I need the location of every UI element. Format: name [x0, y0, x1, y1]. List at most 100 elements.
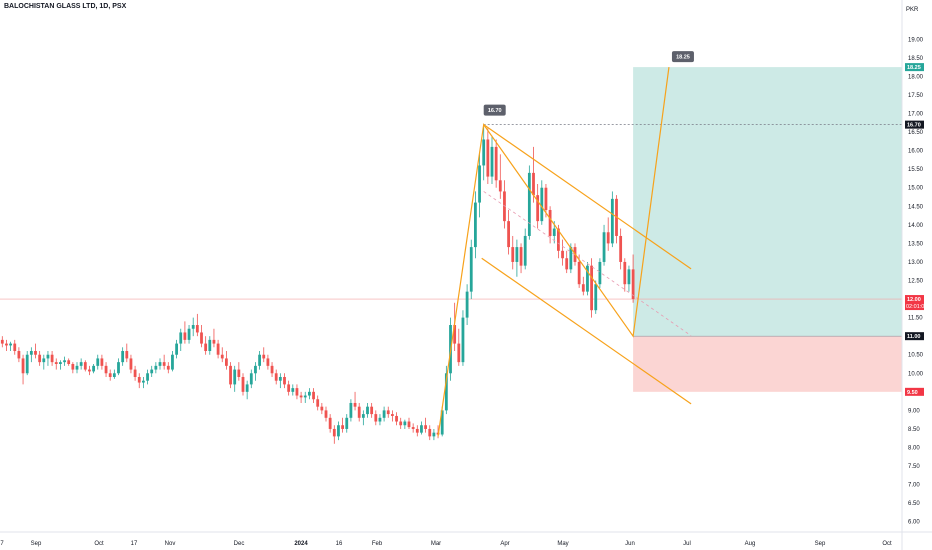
candle-body: [432, 432, 436, 437]
candle-body: [291, 388, 295, 392]
candle-body: [457, 343, 461, 363]
candle-body: [249, 373, 253, 385]
candle-body: [50, 354, 54, 363]
channel-lower-line[interactable]: [481, 257, 692, 405]
channel-upper-line[interactable]: [483, 124, 692, 270]
candle-body: [212, 339, 216, 344]
price-label-stop-text: 9.50: [907, 390, 918, 396]
candle-body: [561, 250, 564, 259]
candle-body: [67, 360, 71, 364]
x-tick-label: 16: [336, 541, 343, 547]
y-tick-label: 18.50: [908, 56, 924, 62]
y-tick-label: 16.50: [908, 130, 924, 136]
candle-body: [125, 351, 129, 359]
candle-body: [590, 265, 593, 311]
candle-body: [133, 369, 137, 377]
candle-body: [100, 358, 104, 366]
candle-body: [200, 332, 203, 344]
candle-body: [283, 376, 286, 385]
candle-body: [171, 354, 174, 370]
x-tick-label: Oct: [94, 541, 104, 547]
candle-body: [121, 351, 125, 363]
candle-body: [312, 391, 315, 400]
candle-body: [71, 364, 75, 370]
candle-body: [17, 351, 21, 359]
candle-body: [523, 235, 527, 266]
candle-body: [54, 362, 58, 364]
y-tick-label: 9.00: [908, 408, 920, 414]
candle-body: [399, 421, 403, 426]
candle-body: [287, 384, 291, 392]
candle-body: [586, 265, 589, 292]
candle-body: [308, 391, 311, 396]
x-tick-label: Sep: [31, 541, 42, 547]
candle-body: [150, 369, 154, 374]
candle-body: [0, 339, 4, 344]
candle-body: [146, 373, 149, 381]
candle-body: [29, 351, 33, 355]
candle-body: [557, 228, 560, 251]
candle-body: [158, 362, 162, 366]
price-label-current-text: 12.00: [907, 297, 921, 303]
candle-body: [208, 339, 212, 352]
candle-body: [191, 325, 195, 329]
y-axis[interactable]: 6.00 6.50 7.00 7.50 8.00 8.50 9.00 9.50 10.00 10.…: [908, 37, 924, 525]
candle-body: [241, 376, 245, 392]
currency-label[interactable]: PKR: [906, 7, 919, 13]
price-label-stop: 9.50: [905, 387, 924, 396]
candle-body: [274, 373, 278, 381]
x-tick-label: Mar: [431, 541, 441, 547]
candle-body: [627, 269, 631, 285]
y-tick-label: 8.00: [908, 446, 920, 452]
profit-zone[interactable]: [633, 67, 902, 337]
y-tick-label: 10.00: [908, 371, 924, 377]
candle-body: [353, 402, 357, 407]
candle-body: [21, 358, 25, 374]
target-callout: 18.25: [671, 51, 694, 63]
candle-body: [395, 415, 398, 422]
candle-body: [63, 360, 66, 363]
candle-body: [237, 369, 241, 377]
symbol-title: BALOCHISTAN GLASS LTD, 1D, PSX: [4, 3, 127, 10]
candle-body: [88, 369, 91, 372]
candle-body: [166, 365, 170, 370]
candle-body: [324, 410, 328, 418]
candle-body: [112, 373, 116, 377]
candle-body: [424, 425, 427, 429]
candle-body: [361, 414, 365, 418]
candle-body: [490, 146, 494, 177]
candle-body: [474, 202, 477, 248]
candle-body: [316, 399, 320, 407]
peak-callout: 16.70: [483, 104, 506, 116]
candle-body: [440, 410, 444, 435]
candle-body: [444, 373, 448, 411]
candle-body: [328, 417, 332, 429]
candle-body: [46, 354, 50, 359]
candle-body: [469, 247, 473, 292]
candle-body: [540, 187, 544, 222]
x-tick-label: 17: [131, 541, 138, 547]
candle-body: [320, 406, 324, 411]
price-label-entry-text: 11.00: [907, 334, 920, 340]
candle-body: [79, 362, 83, 366]
candle-body: [631, 269, 635, 300]
y-tick-label: 17.50: [908, 93, 924, 99]
candle-body: [602, 232, 606, 262]
candle-body: [598, 261, 602, 285]
candle-body: [544, 187, 548, 210]
candle-body: [270, 365, 274, 374]
candle-body: [204, 343, 208, 352]
target-callout-text: 18.25: [676, 55, 690, 61]
candle-body: [154, 365, 158, 370]
candle-body: [299, 395, 303, 398]
y-tick-label: 15.50: [908, 167, 924, 173]
candle-body: [482, 139, 486, 166]
candle-body: [536, 195, 540, 222]
x-axis[interactable]: 7 Sep Oct 17 Nov Dec 2024 16 Feb Mar Apr May Jun Jul A…: [0, 541, 892, 547]
loss-zone[interactable]: [633, 336, 902, 392]
price-label-target-text: 18.25: [907, 65, 921, 71]
x-tick-label: Dec: [234, 541, 245, 547]
swing-projection-line[interactable]: [437, 67, 670, 437]
candle-body: [233, 369, 237, 385]
